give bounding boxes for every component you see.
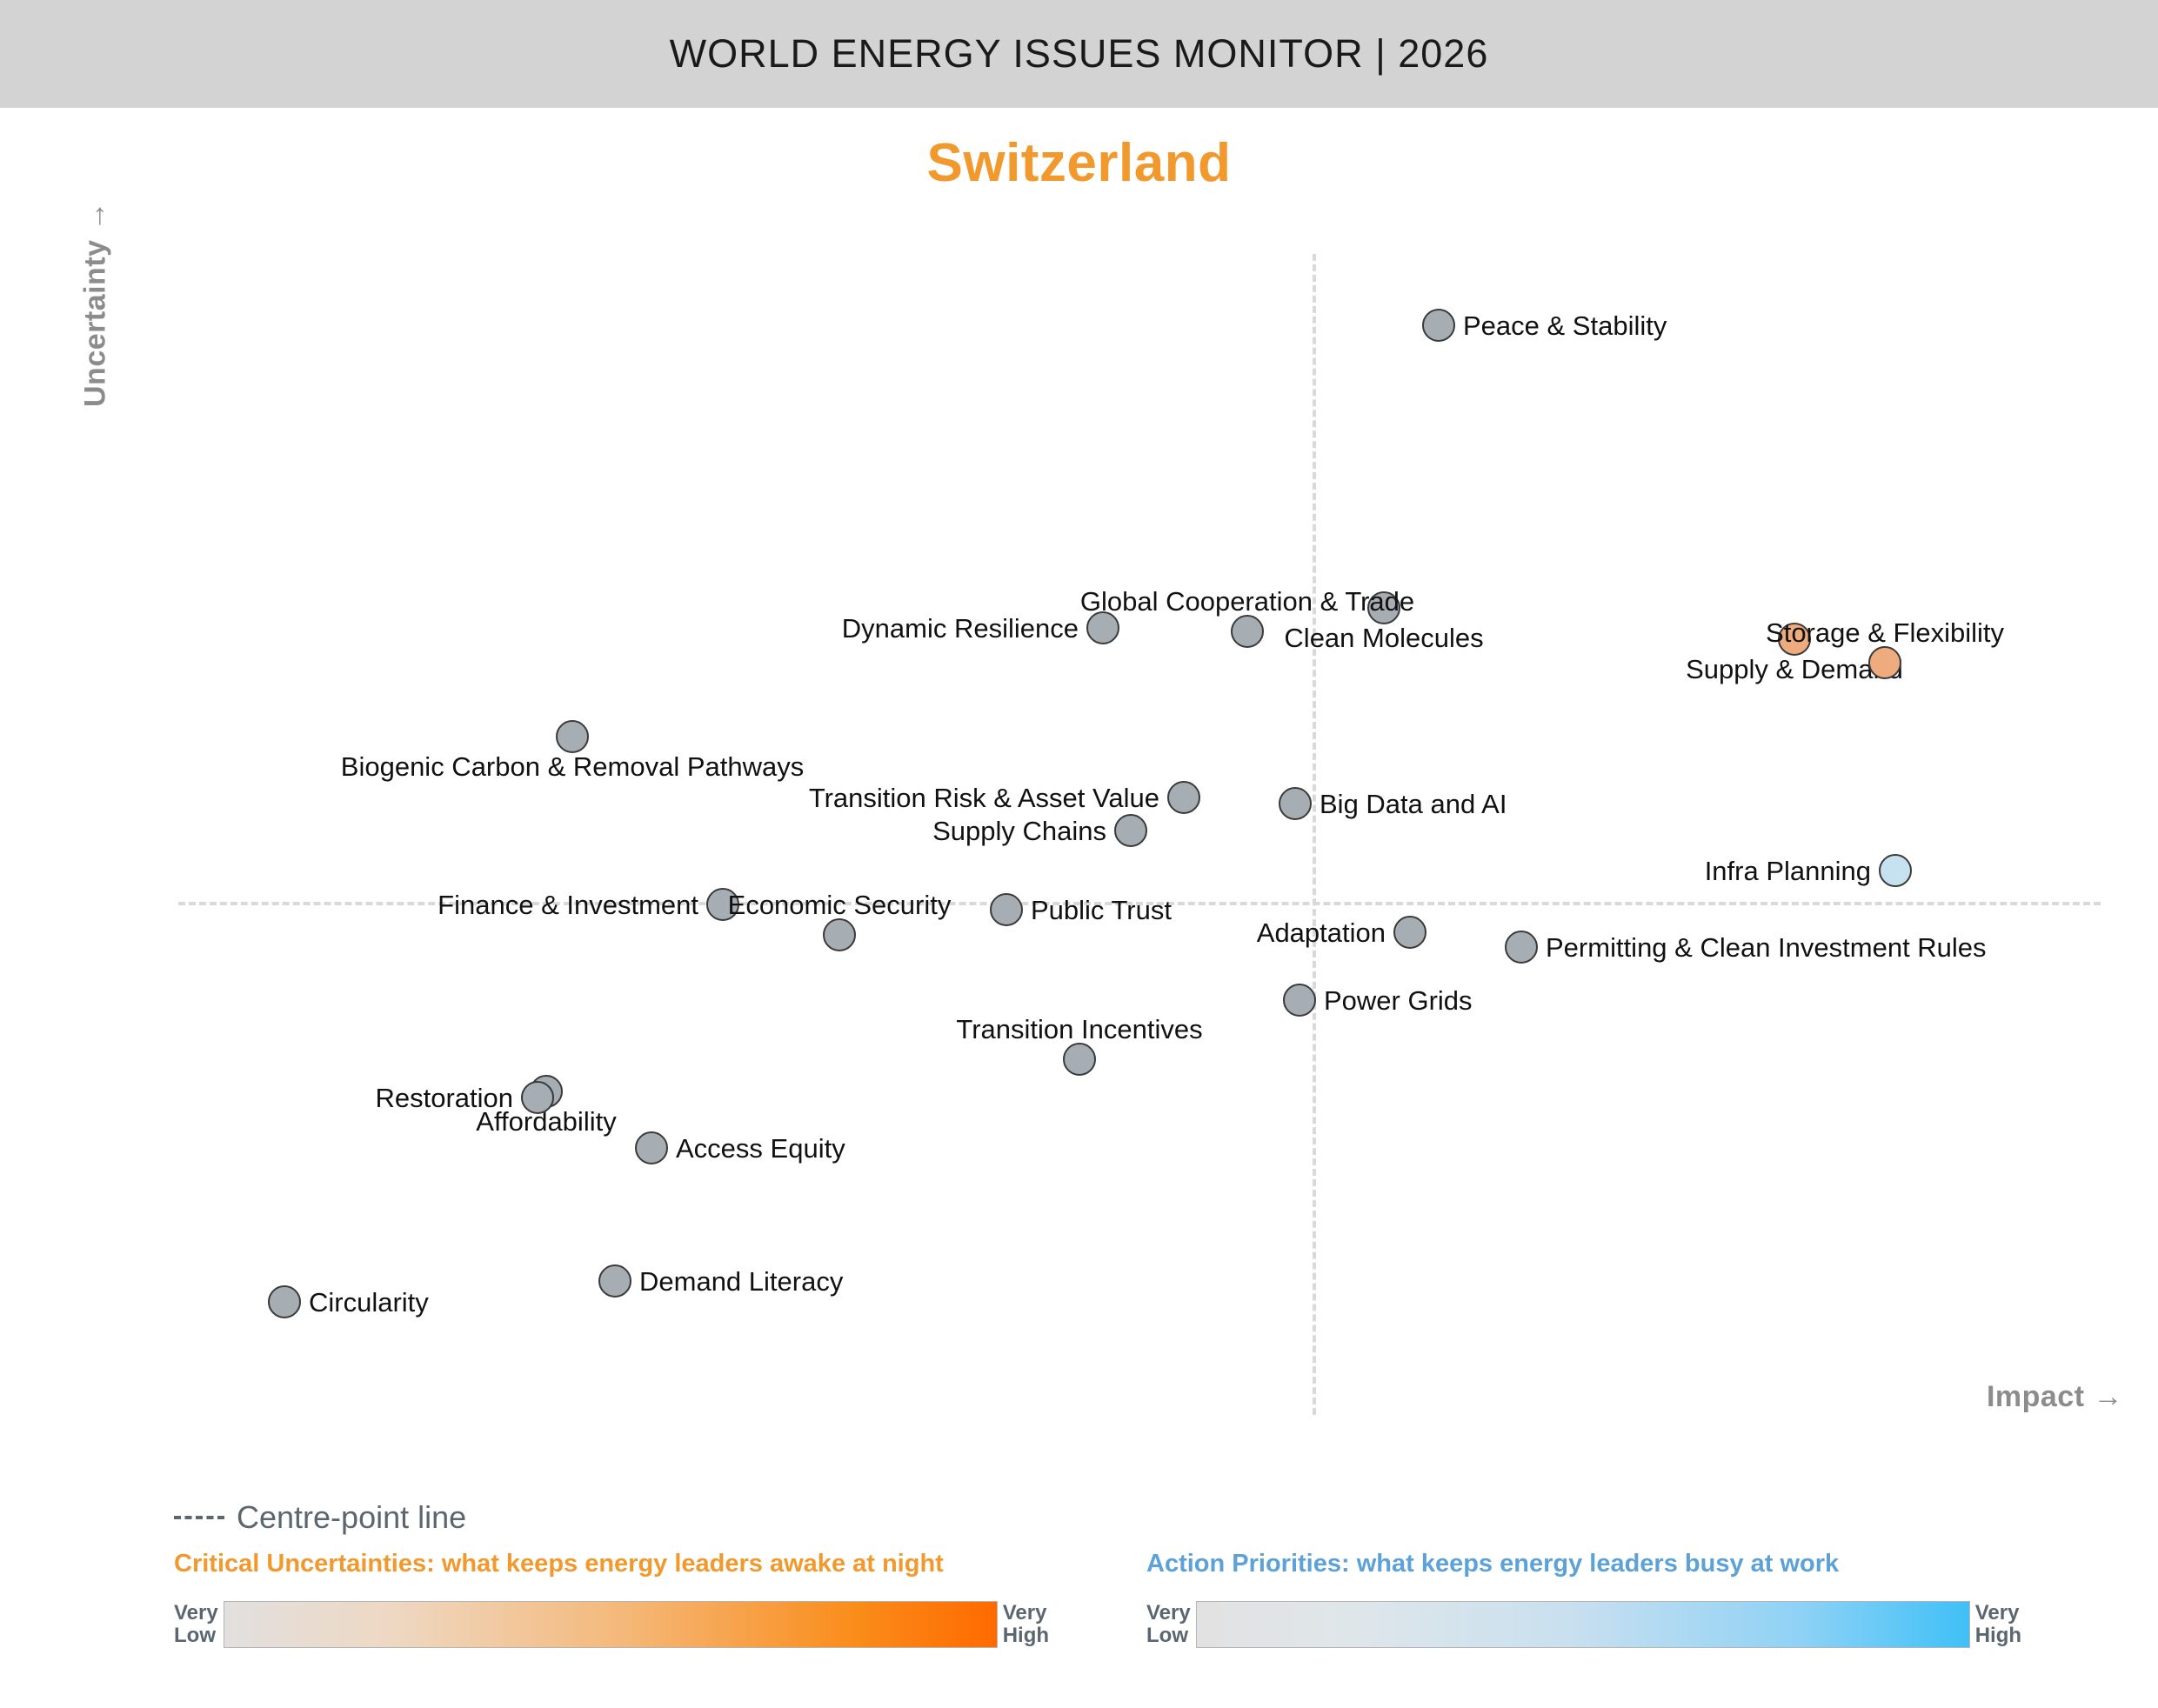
issue-bubble-economic-security[interactable]: Economic Security [727, 886, 952, 951]
bubble-marker [1868, 646, 1901, 679]
issue-bubble-finance-investment[interactable]: Finance & Investment [438, 888, 739, 921]
bubble-marker [1279, 787, 1312, 820]
issue-bubble-supply-demand[interactable]: Supply & Demand [1686, 623, 1903, 688]
issue-bubble-access-equity[interactable]: Access Equity [635, 1131, 845, 1164]
legend-action-high-label: Very High [1974, 1601, 2022, 1647]
legend-action-low-label: Very Low [1146, 1601, 1191, 1647]
issue-bubble-power-grids[interactable]: Power Grids [1283, 984, 1473, 1017]
legend-uncertainty-low-label: Very Low [174, 1601, 218, 1647]
issue-bubble-transition-incentives[interactable]: Transition Incentives [956, 1011, 1203, 1076]
bubble-marker [706, 888, 739, 921]
dashed-line-icon [174, 1516, 224, 1519]
issue-label: Restoration [375, 1082, 513, 1113]
centre-point-line-vertical [1313, 254, 1316, 1415]
issue-bubble-permitting-clean-investment-rules[interactable]: Permitting & Clean Investment Rules [1505, 931, 1987, 964]
bubble-marker [1505, 931, 1538, 964]
bubble-marker [990, 893, 1023, 926]
issue-label: Supply Chains [932, 815, 1106, 846]
legend-centre-point-line-label: Centre-point line [237, 1499, 467, 1535]
issue-label: Transition Incentives [956, 1014, 1203, 1044]
legend-centre-point-line: Centre-point line [174, 1499, 466, 1536]
issue-bubble-transition-risk-asset-value[interactable]: Transition Risk & Asset Value [809, 781, 1200, 814]
bubble-marker [1879, 854, 1912, 887]
issue-bubble-big-data-and-ai[interactable]: Big Data and AI [1279, 787, 1507, 820]
issue-label: Finance & Investment [438, 889, 698, 920]
bubble-marker [1778, 623, 1811, 656]
issue-bubble-storage-flexibility[interactable]: Storage & Flexibility [1766, 614, 2004, 679]
issue-label: Adaptation [1256, 917, 1386, 948]
issue-label: Power Grids [1324, 984, 1473, 1016]
issue-bubble-global-cooperation-trade[interactable]: Global Cooperation & Trade [1080, 583, 1414, 648]
issue-bubble-restoration[interactable]: Restoration [375, 1081, 554, 1114]
bubble-marker [1086, 611, 1119, 644]
legend-action-gradient-bar [1195, 1601, 1970, 1648]
issue-label: Access Equity [676, 1132, 845, 1164]
bubble-marker [1167, 781, 1200, 814]
issue-bubble-biogenic-carbon-removal-pathways[interactable]: Biogenic Carbon & Removal Pathways [341, 720, 804, 785]
issue-label: Supply & Demand [1686, 654, 1903, 684]
x-axis-label-impact: Impact → [1986, 1380, 2123, 1413]
issue-bubble-demand-literacy[interactable]: Demand Literacy [598, 1264, 843, 1298]
bubble-marker [1422, 309, 1455, 342]
issue-label: Dynamic Resilience [841, 612, 1079, 644]
bubble-marker [556, 720, 589, 753]
issues-plot-area: Peace & Stability Clean Molecules Supply &… [268, 309, 2004, 1318]
bubble-marker [1393, 916, 1426, 949]
bubble-marker [598, 1264, 631, 1298]
issue-label: Demand Literacy [639, 1265, 844, 1297]
issue-bubble-circularity[interactable]: Circularity [268, 1285, 429, 1318]
bubble-marker [268, 1285, 301, 1318]
issue-label: Affordability [476, 1106, 617, 1137]
bubble-marker [1231, 615, 1264, 648]
legend-critical-uncertainties-title: Critical Uncertainties: what keeps energ… [174, 1550, 944, 1578]
issue-label: Clean Molecules [1284, 623, 1484, 653]
country-title: Switzerland [926, 133, 1232, 193]
bubble-marker [1114, 814, 1147, 847]
legend-action-priorities-title: Action Priorities: what keeps energy lea… [1146, 1550, 1840, 1578]
issue-label: Big Data and AI [1320, 788, 1507, 819]
bubble-marker [521, 1081, 554, 1114]
issue-label: Permitting & Clean Investment Rules [1546, 931, 1987, 963]
issue-label: Global Cooperation & Trade [1079, 586, 1415, 617]
issue-label: Public Trust [1031, 894, 1172, 925]
issue-bubble-dynamic-resilience[interactable]: Dynamic Resilience [842, 611, 1119, 644]
issue-label: Economic Security [727, 890, 952, 920]
issue-label: Circularity [309, 1286, 429, 1318]
bubble-marker [1063, 1043, 1096, 1076]
header-bar: WORLD ENERGY ISSUES MONITOR | 2026 [0, 0, 2158, 108]
bubble-marker [635, 1131, 668, 1164]
issue-label: Transition Risk & Asset Value [808, 782, 1159, 813]
issue-bubble-supply-chains[interactable]: Supply Chains [932, 814, 1147, 847]
issue-bubble-adaptation[interactable]: Adaptation [1257, 916, 1426, 949]
bubble-marker [1283, 984, 1316, 1017]
issue-label: Infra Planning [1704, 855, 1871, 886]
legend-action-priorities: Action Priorities: what keeps energy lea… [1146, 1550, 2021, 1648]
issue-bubble-infra-planning[interactable]: Infra Planning [1705, 854, 1912, 887]
page-title: WORLD ENERGY ISSUES MONITOR | 2026 [669, 31, 1489, 76]
legend: Centre-point line Critical Uncertainties… [0, 1499, 2158, 1708]
issue-label: Biogenic Carbon & Removal Pathways [340, 751, 805, 782]
issue-label: Peace & Stability [1463, 310, 1667, 341]
issue-bubble-peace-stability[interactable]: Peace & Stability [1422, 309, 1667, 342]
legend-critical-uncertainties: Critical Uncertainties: what keeps energ… [174, 1550, 1049, 1648]
legend-uncertainty-high-label: Very High [1002, 1601, 1050, 1647]
bubble-marker [823, 918, 856, 951]
bubble-marker [1367, 591, 1400, 624]
centre-point-line-horizontal [178, 902, 2101, 905]
issue-label: Storage & Flexibility [1766, 617, 2004, 648]
issue-bubble-clean-molecules[interactable]: Clean Molecules [1284, 591, 1484, 657]
legend-uncertainty-gradient-bar [223, 1601, 998, 1648]
issue-bubble-public-trust[interactable]: Public Trust [990, 893, 1172, 926]
